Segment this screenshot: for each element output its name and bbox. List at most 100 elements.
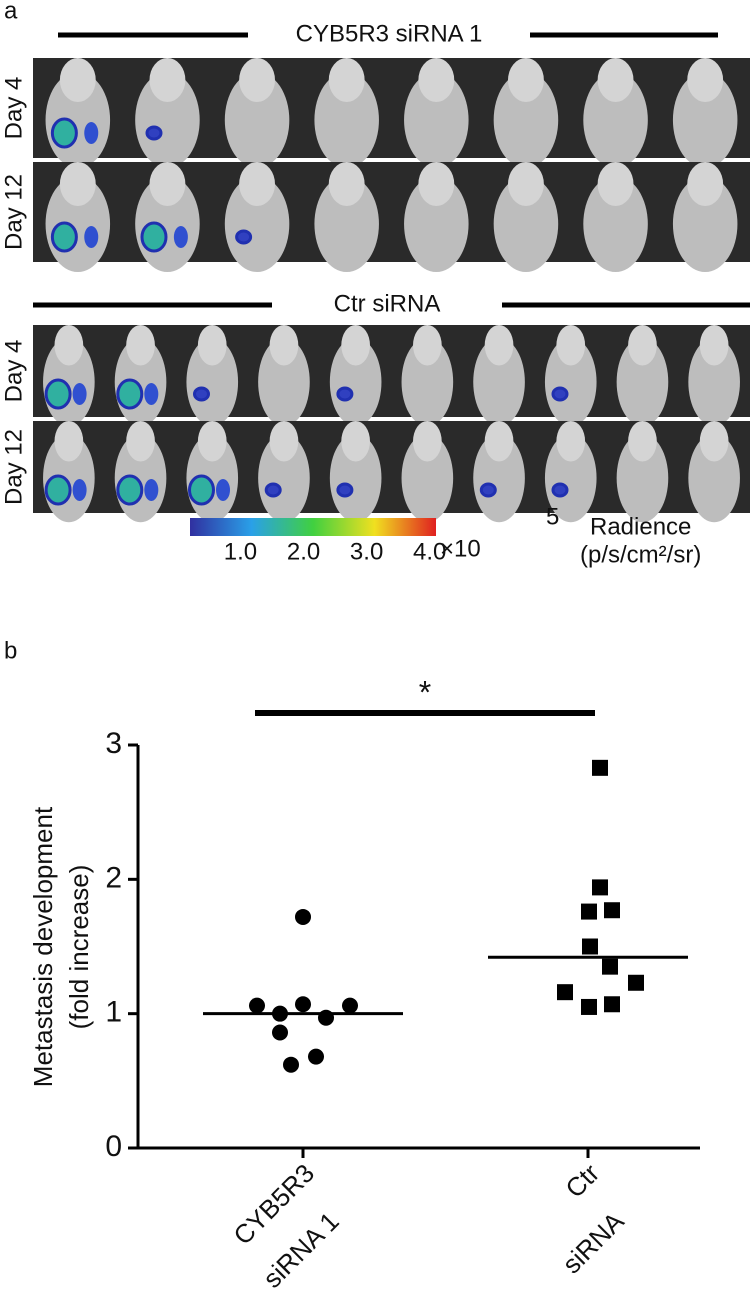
mouse [258,433,310,523]
mouse [473,337,525,427]
x-tick-label: Ctr [559,1158,605,1204]
data-point [318,1009,334,1026]
mouse-head [269,421,299,462]
mouse-head [197,421,227,462]
colorbar-unit: (p/s/cm²/sr) [580,541,701,568]
mouse-head [341,325,370,366]
signal [44,378,72,410]
signal [84,226,99,248]
mouse [688,337,740,427]
mouse-head [239,162,275,206]
mouse-head [418,162,455,206]
mouse-head [597,162,634,206]
y-tick-label: 0 [105,1130,122,1163]
mouse-head [328,162,365,206]
colorbar-multiplier: ×10 [440,535,481,562]
signal [336,482,354,498]
x-tick-label: siRNA [556,1206,630,1280]
signal [235,229,253,245]
mouse-head [197,325,227,366]
mouse [224,176,290,272]
data-point [602,958,618,975]
mouse-head [328,58,365,102]
signal [145,125,163,141]
data-point [592,759,608,776]
signal [216,479,231,501]
signal [479,482,497,498]
data-point [604,996,620,1013]
signal [551,386,569,402]
signal [192,386,210,402]
data-point [283,1056,299,1073]
data-point [628,974,644,991]
mouse-head [687,58,724,102]
mouse [473,433,525,523]
y-tick-label: 3 [105,727,122,760]
mouse-head [508,58,544,102]
mouse [493,176,559,272]
mouse [583,176,648,272]
y-axis-label: Metastasis development [28,806,58,1087]
mouse-head [699,421,729,462]
data-point [249,997,265,1014]
signal [173,226,188,248]
mouse-head [239,58,275,102]
signal [144,479,159,501]
mouse-head [149,58,186,102]
signal [116,378,144,410]
mouse-head [556,421,586,462]
mouse-head [126,325,155,366]
mouse-head [556,325,586,366]
data-point [581,998,597,1015]
mouse [135,72,200,168]
mouse [544,433,597,523]
mouse-head [149,162,186,206]
mouse-head [508,162,544,206]
signal [50,117,78,149]
colorbar-label: Radience [590,513,691,540]
signal [144,383,159,405]
y-tick-label: 1 [105,996,122,1029]
mouse [329,433,382,523]
signal [187,474,215,506]
signal [551,482,569,498]
signal [44,474,72,506]
row-label: Day 4 [0,340,27,403]
data-point [308,1048,324,1065]
mouse-head [413,325,442,366]
significance-annotation: * [419,674,431,710]
data-point [295,908,311,925]
mouse [616,433,669,523]
signal [116,474,144,506]
mouse-head [484,325,514,366]
mouse-head [687,162,724,206]
mouse-head [59,162,96,206]
data-point [342,997,358,1014]
colorbar [190,518,436,536]
y-axis-label: (fold increase) [64,865,94,1030]
row-label: Day 12 [0,429,27,505]
mouse [493,72,559,168]
group-title: Ctr siRNA [334,290,441,317]
mouse [329,337,382,427]
panel-label: a [4,0,18,24]
signal [72,479,87,501]
mouse [583,72,648,168]
colorbar-tick-label: 2.0 [287,538,320,565]
mouse [401,337,454,427]
colorbar-tick-label: 4.0 [413,538,446,565]
mouse-head [54,421,84,462]
mouse-head [54,325,84,366]
mouse-head [126,421,155,462]
mouse [258,337,310,427]
data-point [272,1024,288,1041]
data-point [557,984,573,1001]
mouse-head [413,421,442,462]
data-point [581,903,597,920]
data-point [582,938,598,955]
mouse [224,72,290,168]
y-tick-label: 2 [105,861,122,894]
row-label: Day 12 [0,174,27,250]
